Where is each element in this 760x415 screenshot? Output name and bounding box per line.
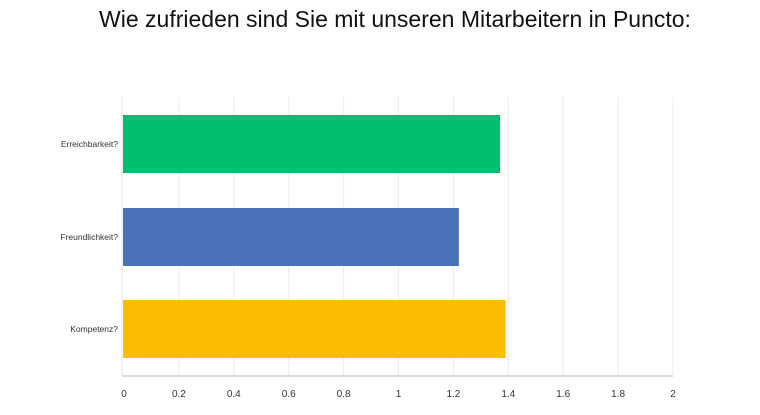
x-tick-label: 0.4 <box>227 389 241 400</box>
x-tick-label: 2 <box>670 389 676 400</box>
bar-kompetenz <box>123 300 506 358</box>
x-tick-label: 1.8 <box>611 389 625 400</box>
x-tick-label: 0.2 <box>172 389 186 400</box>
x-tick-label: 1 <box>396 389 402 400</box>
x-tick-label: 0 <box>121 389 127 400</box>
x-tick-label: 0.6 <box>282 389 296 400</box>
bar-freundlichkeit <box>123 208 459 266</box>
bar-erreichbarkeit <box>123 115 501 173</box>
y-category-label: Kompetenz? <box>70 324 118 334</box>
x-tick-label: 0.8 <box>337 389 351 400</box>
x-tick-label: 1.6 <box>556 389 570 400</box>
x-tick-label: 1.4 <box>501 389 515 400</box>
chart-title: Wie zufrieden sind Sie mit unseren Mitar… <box>99 6 691 32</box>
x-tick-label: 1.2 <box>446 389 460 400</box>
y-category-label: Erreichbarkeit? <box>61 139 118 149</box>
y-category-label: Freundlichkeit? <box>60 232 118 242</box>
